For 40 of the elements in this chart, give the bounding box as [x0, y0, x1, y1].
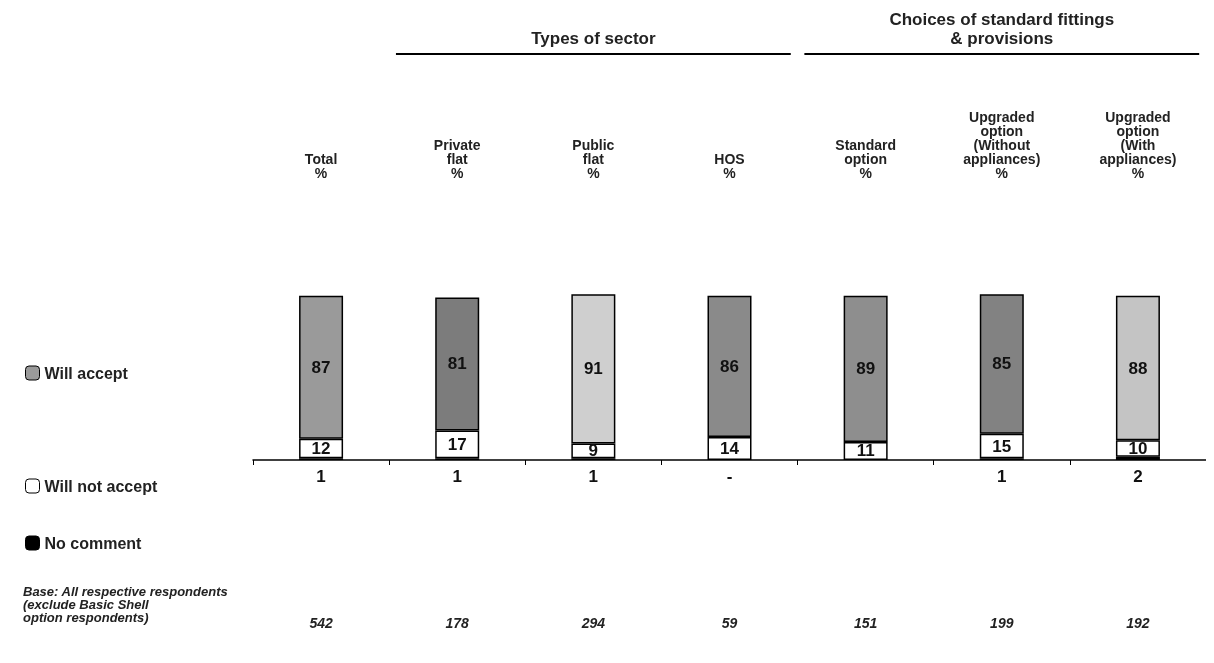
legend-label: Will accept — [44, 364, 129, 382]
text: 192 — [1126, 615, 1150, 631]
x-tick-label: Standard option % — [835, 137, 896, 181]
data-label: 14 — [720, 439, 740, 459]
data-label: 1 — [997, 467, 1007, 486]
text: 178 — [445, 615, 470, 631]
data-label: - — [726, 467, 733, 486]
data-label: 89 — [856, 359, 876, 379]
text: 294 — [580, 615, 606, 631]
data-label: 11 — [856, 441, 875, 461]
data-label: 15 — [992, 436, 1012, 456]
data-label: 12 — [311, 439, 331, 459]
legend-label: No comment — [44, 534, 143, 552]
data-label: 1 — [452, 467, 462, 486]
text: 151 — [853, 615, 878, 631]
data-label: 87 — [311, 357, 331, 377]
data-label: 9 — [588, 441, 599, 461]
data-label: 91 — [583, 359, 603, 379]
data-label: 85 — [992, 354, 1012, 374]
x-tick-label: Private flat % — [433, 137, 481, 181]
data-label: 1 — [588, 467, 599, 486]
text: Choices of standard fittings & provisions — [889, 10, 1115, 48]
data-label: 81 — [447, 354, 467, 374]
text: Base: All respective respondents (exclude Basic Shell option respondents) — [23, 584, 228, 625]
data-label: 1 — [316, 467, 326, 486]
legend-label: Will not accept — [44, 477, 158, 495]
x-tick-label: HOS % — [714, 151, 745, 181]
x-tick-label: Upgraded option (With appliances) % — [1099, 109, 1177, 181]
text: 199 — [990, 615, 1014, 631]
data-label: 17 — [447, 434, 467, 454]
text: 59 — [721, 615, 738, 631]
text: 542 — [309, 615, 333, 631]
x-tick-label: Public flat % — [572, 137, 615, 181]
data-label: 88 — [1128, 358, 1148, 378]
data-label: 10 — [1128, 439, 1148, 459]
x-tick-label: Total % — [304, 151, 338, 181]
data-label: 86 — [720, 356, 739, 376]
data-label: 2 — [1133, 467, 1143, 486]
x-tick-label: Upgraded option (Without appliances) % — [963, 109, 1041, 181]
text: Types of sector — [531, 29, 656, 48]
